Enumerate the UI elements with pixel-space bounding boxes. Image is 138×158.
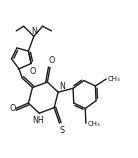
Text: S: S <box>59 126 65 135</box>
Text: N: N <box>31 27 37 36</box>
Text: O: O <box>29 67 35 76</box>
Text: O: O <box>9 103 16 112</box>
Text: CH₃: CH₃ <box>87 121 100 127</box>
Text: O: O <box>48 56 55 65</box>
Text: NH: NH <box>32 116 44 125</box>
Text: CH₃: CH₃ <box>108 76 121 82</box>
Text: N: N <box>59 82 65 91</box>
